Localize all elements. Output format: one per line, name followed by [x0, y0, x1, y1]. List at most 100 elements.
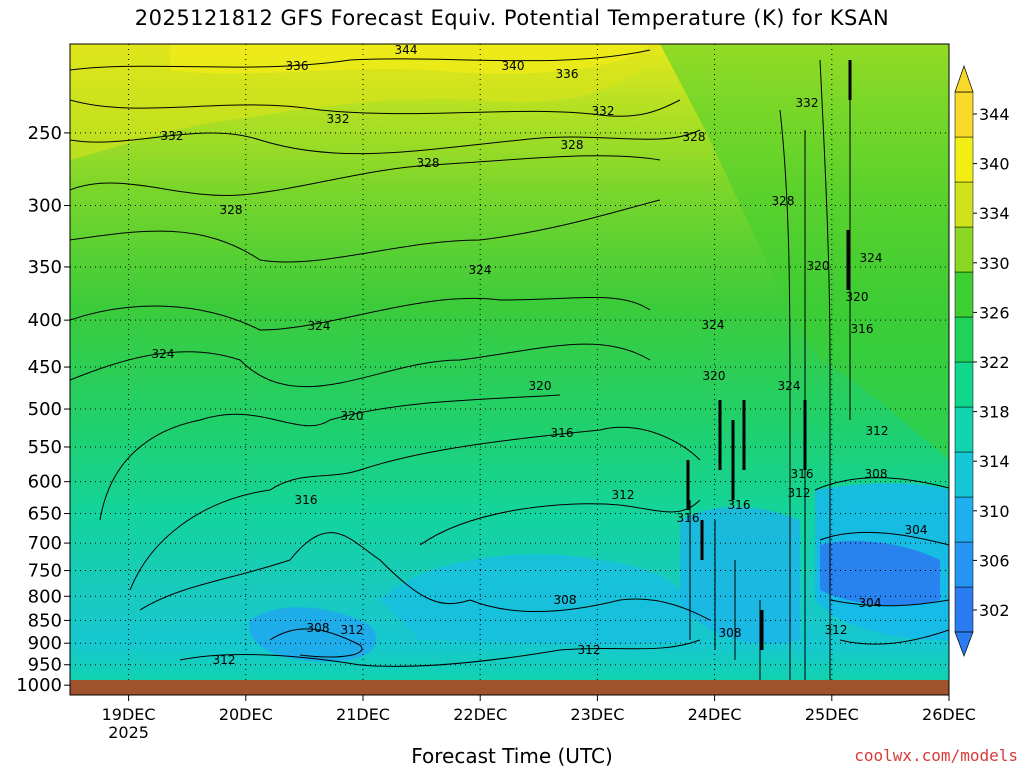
contour-line	[819, 531, 949, 546]
colorbar-swatch	[954, 316, 974, 363]
contour-label: 308	[719, 626, 742, 640]
contour-spikes	[686, 60, 852, 650]
contour-line	[129, 426, 701, 591]
contour-line	[70, 343, 651, 388]
colorbar-label: 302	[979, 601, 1010, 620]
y-tick-label: 950	[28, 655, 62, 676]
colorbar-swatch	[954, 451, 974, 498]
contour-label: 332	[327, 112, 350, 126]
contour-line	[819, 59, 831, 690]
contour-label: 324	[308, 319, 331, 333]
chart-title: 2025121812 GFS Forecast Equiv. Potential…	[134, 6, 890, 30]
x-tick-label: 25DEC	[805, 705, 859, 724]
contour-label: 316	[551, 426, 574, 440]
contour-label: 308	[554, 593, 577, 607]
contour-label: 324	[860, 251, 883, 265]
contour-line	[70, 49, 651, 71]
colorbar-label: 344	[979, 105, 1010, 124]
contour-label: 332	[796, 96, 819, 110]
contour-label: 328	[772, 194, 795, 208]
contour-label: 328	[561, 138, 584, 152]
colorbar-label: 318	[979, 403, 1010, 422]
contour-label: 312	[788, 486, 811, 500]
ground-band	[70, 680, 949, 695]
y-tick-label: 350	[28, 257, 62, 278]
contour-label: 308	[307, 621, 330, 635]
x-tick-sublabel: 2025	[108, 723, 149, 742]
cold-pool-left	[249, 607, 377, 662]
contour-line	[469, 598, 711, 621]
contour-line	[70, 155, 661, 197]
contour-label: 312	[578, 643, 601, 657]
contour-label: 316	[295, 493, 318, 507]
contour-label: 312	[213, 653, 236, 667]
contour-label: 320	[703, 369, 726, 383]
colorbar-swatch	[954, 406, 974, 453]
colorbar-swatch	[954, 496, 974, 543]
contour-label: 340	[502, 59, 525, 73]
contour-line	[829, 599, 949, 607]
colorbar-label: 314	[979, 452, 1010, 471]
x-tick-label: 19DEC	[102, 705, 156, 724]
colorbar-label: 306	[979, 551, 1010, 570]
colorbar-label: 322	[979, 353, 1010, 372]
contour-line	[70, 129, 701, 155]
y-tick-label: 750	[28, 561, 62, 582]
colorbar: 302 306 310 314 318 322 326 330 334 340 344	[954, 64, 1010, 657]
contour-label: 316	[677, 511, 700, 525]
contour-label: 316	[728, 498, 751, 512]
contour-label: 304	[859, 596, 882, 610]
x-tick-label: 20DEC	[219, 705, 273, 724]
contour-labels: 344 340 336 336 332 332 332 332 328 328 328 328 328 3…	[152, 43, 928, 667]
y-axis: 2503003504004505005506006507007508008509…	[16, 123, 70, 696]
contour-label: 344	[395, 43, 418, 57]
contour-label: 316	[791, 467, 814, 481]
y-tick-label: 1000	[16, 675, 62, 696]
contour-label: 316	[851, 322, 874, 336]
colorbar-label: 330	[979, 254, 1010, 273]
y-tick-label: 600	[28, 472, 62, 493]
contour-line	[179, 639, 701, 667]
contour-label: 312	[866, 424, 889, 438]
y-tick-label: 900	[28, 633, 62, 654]
x-tick-label: 26DEC	[922, 705, 976, 724]
contour-label: 324	[778, 379, 801, 393]
contour-label: 320	[529, 379, 552, 393]
y-tick-label: 850	[28, 610, 62, 631]
y-tick-label: 450	[28, 357, 62, 378]
credit-link[interactable]: coolwx.com/models	[854, 746, 1018, 765]
colorbar-swatch	[954, 181, 974, 228]
contour-line	[70, 297, 651, 331]
y-tick-label: 500	[28, 399, 62, 420]
y-tick-label: 800	[28, 586, 62, 607]
x-axis-label: Forecast Time (UTC)	[411, 744, 613, 768]
contour-label: 312	[341, 623, 364, 637]
contour-line	[814, 477, 949, 491]
contour-label: 328	[417, 156, 440, 170]
colorbar-extend-bottom	[954, 631, 974, 657]
x-tick-label: 22DEC	[453, 705, 507, 724]
y-tick-label: 550	[28, 437, 62, 458]
contour-line	[839, 629, 949, 645]
contour-label: 312	[612, 488, 635, 502]
colorbar-swatch	[954, 91, 974, 138]
contour-label: 312	[825, 623, 848, 637]
contour-line	[70, 199, 661, 263]
contour-label: 332	[161, 129, 184, 143]
contour-line	[70, 99, 681, 117]
colorbar-swatch	[954, 271, 974, 318]
colorbar-label: 310	[979, 502, 1010, 521]
contour-label: 332	[592, 104, 615, 118]
colorbar-swatch	[954, 226, 974, 273]
x-tick-label: 21DEC	[336, 705, 390, 724]
y-tick-label: 300	[28, 196, 62, 217]
contour-label: 324	[702, 318, 725, 332]
colorbar-label: 334	[979, 204, 1010, 223]
colorbar-extend-top	[954, 64, 974, 93]
contour-line	[419, 499, 701, 546]
contour-label: 320	[846, 290, 869, 304]
y-tick-label: 400	[28, 310, 62, 331]
contour-label: 328	[683, 130, 706, 144]
